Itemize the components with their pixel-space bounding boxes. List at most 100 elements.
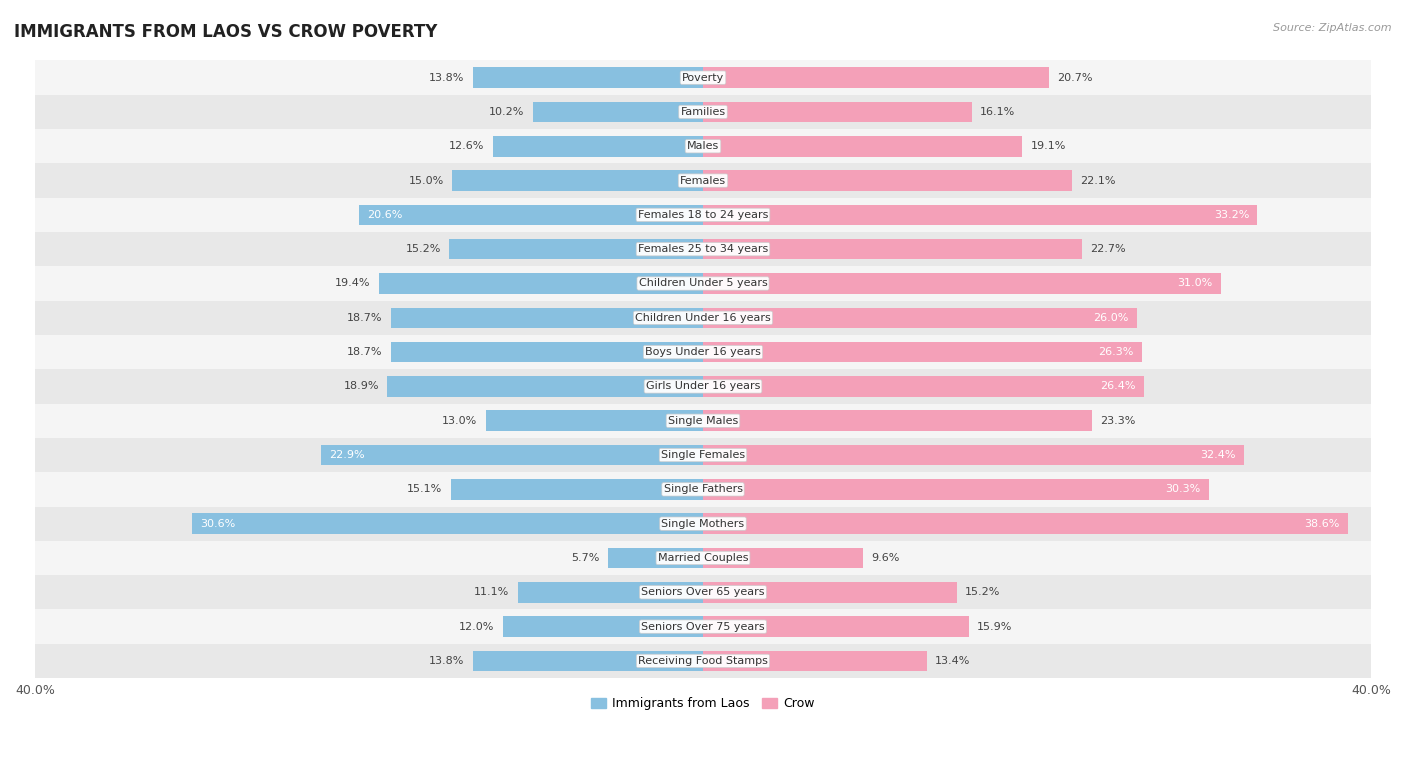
Text: 13.0%: 13.0% (443, 415, 478, 426)
Text: 38.6%: 38.6% (1303, 518, 1340, 528)
Text: 22.9%: 22.9% (329, 450, 364, 460)
Bar (359, 205, 703, 225)
Bar (607, 548, 703, 568)
Bar (35, 575, 1371, 609)
Bar (35, 232, 1371, 266)
Bar (35, 403, 1371, 438)
Bar (703, 171, 1073, 191)
Text: Girls Under 16 years: Girls Under 16 years (645, 381, 761, 391)
Text: 15.1%: 15.1% (408, 484, 443, 494)
Bar (35, 472, 1371, 506)
Bar (502, 616, 703, 637)
Text: Poverty: Poverty (682, 73, 724, 83)
Text: Receiving Food Stamps: Receiving Food Stamps (638, 656, 768, 666)
Bar (35, 129, 1371, 164)
Text: 15.2%: 15.2% (965, 587, 1001, 597)
Text: 15.9%: 15.9% (977, 622, 1012, 631)
Bar (380, 273, 703, 294)
Text: 18.9%: 18.9% (343, 381, 380, 391)
Bar (451, 479, 703, 500)
Text: 18.7%: 18.7% (347, 313, 382, 323)
Bar (35, 609, 1371, 644)
Bar (703, 273, 1220, 294)
Text: Females 18 to 24 years: Females 18 to 24 years (638, 210, 768, 220)
Bar (387, 376, 703, 396)
Text: 26.0%: 26.0% (1094, 313, 1129, 323)
Text: 12.6%: 12.6% (449, 141, 484, 152)
Text: 12.0%: 12.0% (458, 622, 495, 631)
Bar (35, 644, 1371, 678)
Bar (35, 335, 1371, 369)
Bar (703, 239, 1083, 259)
Text: IMMIGRANTS FROM LAOS VS CROW POVERTY: IMMIGRANTS FROM LAOS VS CROW POVERTY (14, 23, 437, 41)
Text: 13.8%: 13.8% (429, 73, 464, 83)
Text: 9.6%: 9.6% (872, 553, 900, 563)
Text: Children Under 16 years: Children Under 16 years (636, 313, 770, 323)
Bar (703, 67, 1049, 88)
Text: 19.1%: 19.1% (1031, 141, 1066, 152)
Bar (35, 198, 1371, 232)
Text: 10.2%: 10.2% (489, 107, 524, 117)
Text: Married Couples: Married Couples (658, 553, 748, 563)
Bar (703, 650, 927, 672)
Bar (321, 445, 703, 465)
Text: Single Mothers: Single Mothers (661, 518, 745, 528)
Text: 22.7%: 22.7% (1091, 244, 1126, 254)
Legend: Immigrants from Laos, Crow: Immigrants from Laos, Crow (586, 692, 820, 715)
Text: Children Under 5 years: Children Under 5 years (638, 278, 768, 289)
Text: 15.0%: 15.0% (409, 176, 444, 186)
Bar (35, 369, 1371, 403)
Bar (703, 102, 972, 122)
Text: 26.3%: 26.3% (1098, 347, 1133, 357)
Bar (472, 67, 703, 88)
Bar (703, 205, 1257, 225)
Text: 23.3%: 23.3% (1101, 415, 1136, 426)
Text: Families: Families (681, 107, 725, 117)
Text: 13.8%: 13.8% (429, 656, 464, 666)
Text: Females 25 to 34 years: Females 25 to 34 years (638, 244, 768, 254)
Text: Seniors Over 65 years: Seniors Over 65 years (641, 587, 765, 597)
Text: Source: ZipAtlas.com: Source: ZipAtlas.com (1274, 23, 1392, 33)
Text: 30.6%: 30.6% (200, 518, 236, 528)
Bar (703, 376, 1144, 396)
Text: 26.4%: 26.4% (1099, 381, 1136, 391)
Text: Single Fathers: Single Fathers (664, 484, 742, 494)
Bar (703, 513, 1348, 534)
Bar (35, 506, 1371, 540)
Text: 33.2%: 33.2% (1213, 210, 1249, 220)
Bar (703, 136, 1022, 157)
Bar (453, 171, 703, 191)
Text: 31.0%: 31.0% (1177, 278, 1212, 289)
Text: 22.1%: 22.1% (1080, 176, 1116, 186)
Bar (486, 410, 703, 431)
Bar (703, 616, 969, 637)
Bar (517, 582, 703, 603)
Text: Boys Under 16 years: Boys Under 16 years (645, 347, 761, 357)
Bar (391, 308, 703, 328)
Bar (35, 95, 1371, 129)
Bar (35, 164, 1371, 198)
Bar (703, 582, 957, 603)
Bar (703, 308, 1137, 328)
Bar (35, 438, 1371, 472)
Bar (35, 301, 1371, 335)
Text: Single Females: Single Females (661, 450, 745, 460)
Bar (472, 650, 703, 672)
Bar (533, 102, 703, 122)
Text: Single Males: Single Males (668, 415, 738, 426)
Text: Males: Males (688, 141, 718, 152)
Text: 16.1%: 16.1% (980, 107, 1015, 117)
Bar (35, 540, 1371, 575)
Text: 18.7%: 18.7% (347, 347, 382, 357)
Text: Seniors Over 75 years: Seniors Over 75 years (641, 622, 765, 631)
Bar (449, 239, 703, 259)
Bar (492, 136, 703, 157)
Text: 13.4%: 13.4% (935, 656, 970, 666)
Bar (35, 266, 1371, 301)
Text: 32.4%: 32.4% (1201, 450, 1236, 460)
Bar (391, 342, 703, 362)
Text: 5.7%: 5.7% (571, 553, 599, 563)
Bar (703, 479, 1209, 500)
Bar (703, 445, 1244, 465)
Bar (703, 548, 863, 568)
